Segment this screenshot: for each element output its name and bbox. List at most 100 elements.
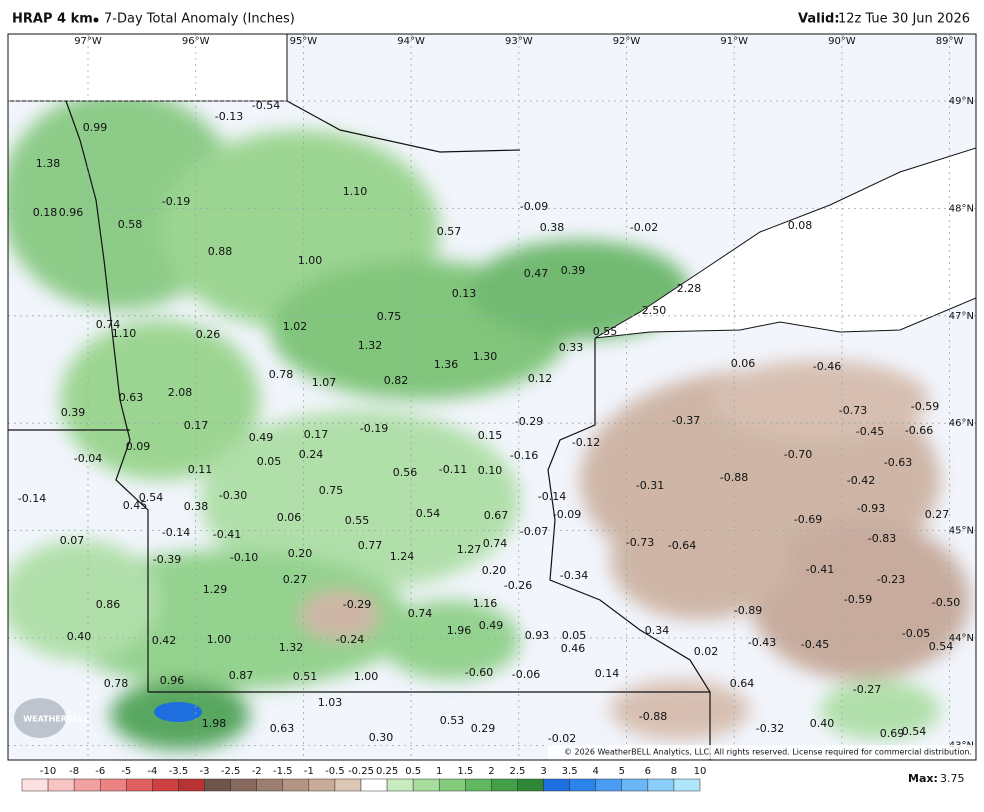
point-value: -0.54 <box>252 99 280 112</box>
point-value: -0.93 <box>857 502 885 515</box>
point-value: 1.29 <box>203 583 228 596</box>
point-value: 0.53 <box>440 714 465 727</box>
colorbar-label: 3 <box>540 766 546 777</box>
point-value: 0.78 <box>269 368 294 381</box>
logo-mark <box>14 698 66 738</box>
model: HRAP 4 km <box>12 12 93 27</box>
point-value: 1.00 <box>354 670 379 683</box>
point-value: 0.69 <box>880 727 905 740</box>
point-value: 1.27 <box>457 543 482 556</box>
point-value: -0.73 <box>839 404 867 417</box>
colorbar-label: 1 <box>436 766 442 777</box>
point-value: -0.83 <box>868 532 896 545</box>
point-value: -0.23 <box>877 573 905 586</box>
point-value: 0.51 <box>293 670 318 683</box>
point-value: 0.74 <box>96 318 121 331</box>
point-value: -0.66 <box>905 424 933 437</box>
point-value: -0.16 <box>510 449 538 462</box>
point-value: -0.12 <box>572 436 600 449</box>
colorbar-label: -1 <box>304 766 314 777</box>
colorbar: -10 -8 -6 -5 -4 -3.5 -3 -2.5 -2 -1.5 -1 -0.5 -0.25 0.… <box>21 766 707 792</box>
lake-superior <box>594 147 976 339</box>
colorbar-label: -6 <box>95 766 105 777</box>
point-value: -0.05 <box>902 627 930 640</box>
colorbar-label: -8 <box>69 766 79 777</box>
point-value: 0.56 <box>393 466 418 479</box>
point-value: -0.11 <box>439 463 467 476</box>
point-value: 1.24 <box>390 550 415 563</box>
graticule: 97°W 96°W 95°W 94°W 93°W 92°W 91°W 90°W 89°W 49°N… <box>8 34 976 760</box>
max-area <box>154 702 202 722</box>
point-value: -0.26 <box>504 579 532 592</box>
longitude-label: 94°W <box>397 36 425 47</box>
colorbar-swatch <box>673 778 701 792</box>
colorbar-label: 0.5 <box>405 766 421 777</box>
max-label: Max: <box>908 772 938 785</box>
point-value: 0.10 <box>478 464 503 477</box>
point-value: 0.18 <box>33 206 58 219</box>
colorbar-label: -2.5 <box>221 766 241 777</box>
point-value: 0.64 <box>730 677 755 690</box>
point-value: 0.34 <box>645 624 670 637</box>
latitude-label: 47°N <box>949 311 974 322</box>
colorbar-swatch <box>282 778 310 792</box>
colorbar-label: 0.25 <box>376 766 398 777</box>
longitude-label: 93°W <box>505 36 533 47</box>
point-value: 0.67 <box>484 509 509 522</box>
latitude-label: 44°N <box>949 633 974 644</box>
colorbar-swatch <box>647 778 675 792</box>
point-value: 1.32 <box>279 641 304 654</box>
valid-label: Valid: <box>798 12 840 27</box>
colorbar-swatch <box>517 778 544 792</box>
point-value: 0.26 <box>196 328 221 341</box>
point-value: 0.17 <box>184 419 209 432</box>
point-value: 2.28 <box>677 282 702 295</box>
point-value: 0.13 <box>452 287 477 300</box>
point-value: -0.73 <box>626 536 654 549</box>
point-value: -0.59 <box>844 593 872 606</box>
point-value: 0.02 <box>694 645 719 658</box>
point-value: -0.64 <box>668 539 696 552</box>
point-value: 0.40 <box>67 630 92 643</box>
point-value: -0.88 <box>639 710 667 723</box>
point-value: 0.49 <box>249 431 274 444</box>
colorbar-swatch <box>465 778 492 792</box>
longitude-label: 90°W <box>828 36 856 47</box>
colorbar-swatch <box>21 778 49 792</box>
colorbar-swatch <box>595 778 623 792</box>
point-value: 0.47 <box>524 267 549 280</box>
point-value: 0.15 <box>478 429 503 442</box>
point-value: 1.00 <box>207 633 232 646</box>
point-value: -0.69 <box>794 513 822 526</box>
point-value: 0.63 <box>270 722 295 735</box>
point-value: 0.24 <box>299 448 324 461</box>
colorbar-swatch <box>47 778 75 792</box>
point-value: 0.74 <box>483 537 508 550</box>
colorbar-swatch <box>543 778 570 792</box>
colorbar-label: 10 <box>694 766 707 777</box>
colorbar-label: -2 <box>252 766 262 777</box>
point-value: -0.09 <box>520 200 548 213</box>
point-value: -0.29 <box>515 415 543 428</box>
point-value: -0.19 <box>360 422 388 435</box>
point-value: -0.31 <box>636 479 664 492</box>
point-value: 0.75 <box>377 310 402 323</box>
point-value: -0.14 <box>538 490 566 503</box>
latitude-label: 46°N <box>949 418 974 429</box>
product: 7-Day Total Anomaly (Inches) <box>104 12 295 27</box>
value-labels: -0.13-0.540.991.38-0.191.100.18 0.960.580… <box>18 99 960 745</box>
point-value: -0.37 <box>672 414 700 427</box>
point-value: 0.20 <box>288 547 313 560</box>
colorbar-swatch <box>73 778 101 792</box>
colorbar-label: 5 <box>619 766 625 777</box>
point-value: 1.38 <box>36 157 61 170</box>
colorbar-swatch <box>412 778 440 792</box>
longitude-label: 95°W <box>290 36 318 47</box>
colorbar-swatch <box>491 778 518 792</box>
point-value: -0.02 <box>548 732 576 745</box>
point-value: 0.39 <box>61 406 86 419</box>
point-value: 1.00 <box>298 254 323 267</box>
colorbar-label: -3.5 <box>169 766 189 777</box>
point-value: -0.24 <box>336 633 364 646</box>
point-value: 0.58 <box>118 218 143 231</box>
